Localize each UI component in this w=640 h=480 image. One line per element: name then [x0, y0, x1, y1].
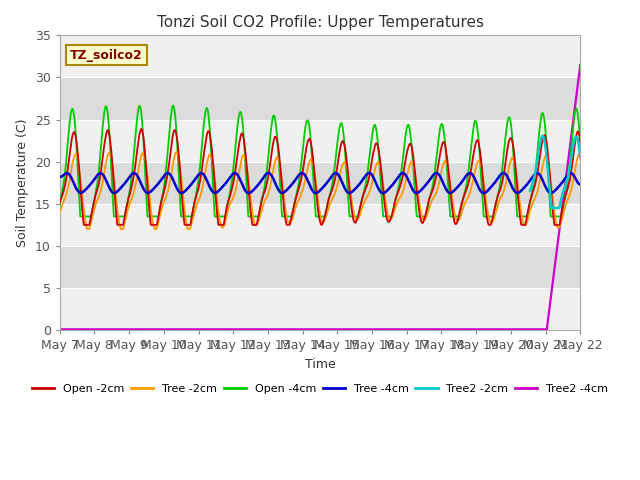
Bar	[60, 162, 580, 204]
Bar	[60, 246, 580, 288]
Bar	[60, 77, 580, 120]
Bar	[60, 36, 580, 77]
Y-axis label: Soil Temperature (C): Soil Temperature (C)	[16, 119, 29, 247]
Bar	[60, 204, 580, 246]
Title: Tonzi Soil CO2 Profile: Upper Temperatures: Tonzi Soil CO2 Profile: Upper Temperatur…	[157, 15, 483, 30]
X-axis label: Time: Time	[305, 358, 335, 371]
Legend: Open -2cm, Tree -2cm, Open -4cm, Tree -4cm, Tree2 -2cm, Tree2 -4cm: Open -2cm, Tree -2cm, Open -4cm, Tree -4…	[28, 379, 612, 398]
Bar	[60, 120, 580, 162]
Text: TZ_soilco2: TZ_soilco2	[70, 48, 143, 61]
Bar	[60, 288, 580, 330]
